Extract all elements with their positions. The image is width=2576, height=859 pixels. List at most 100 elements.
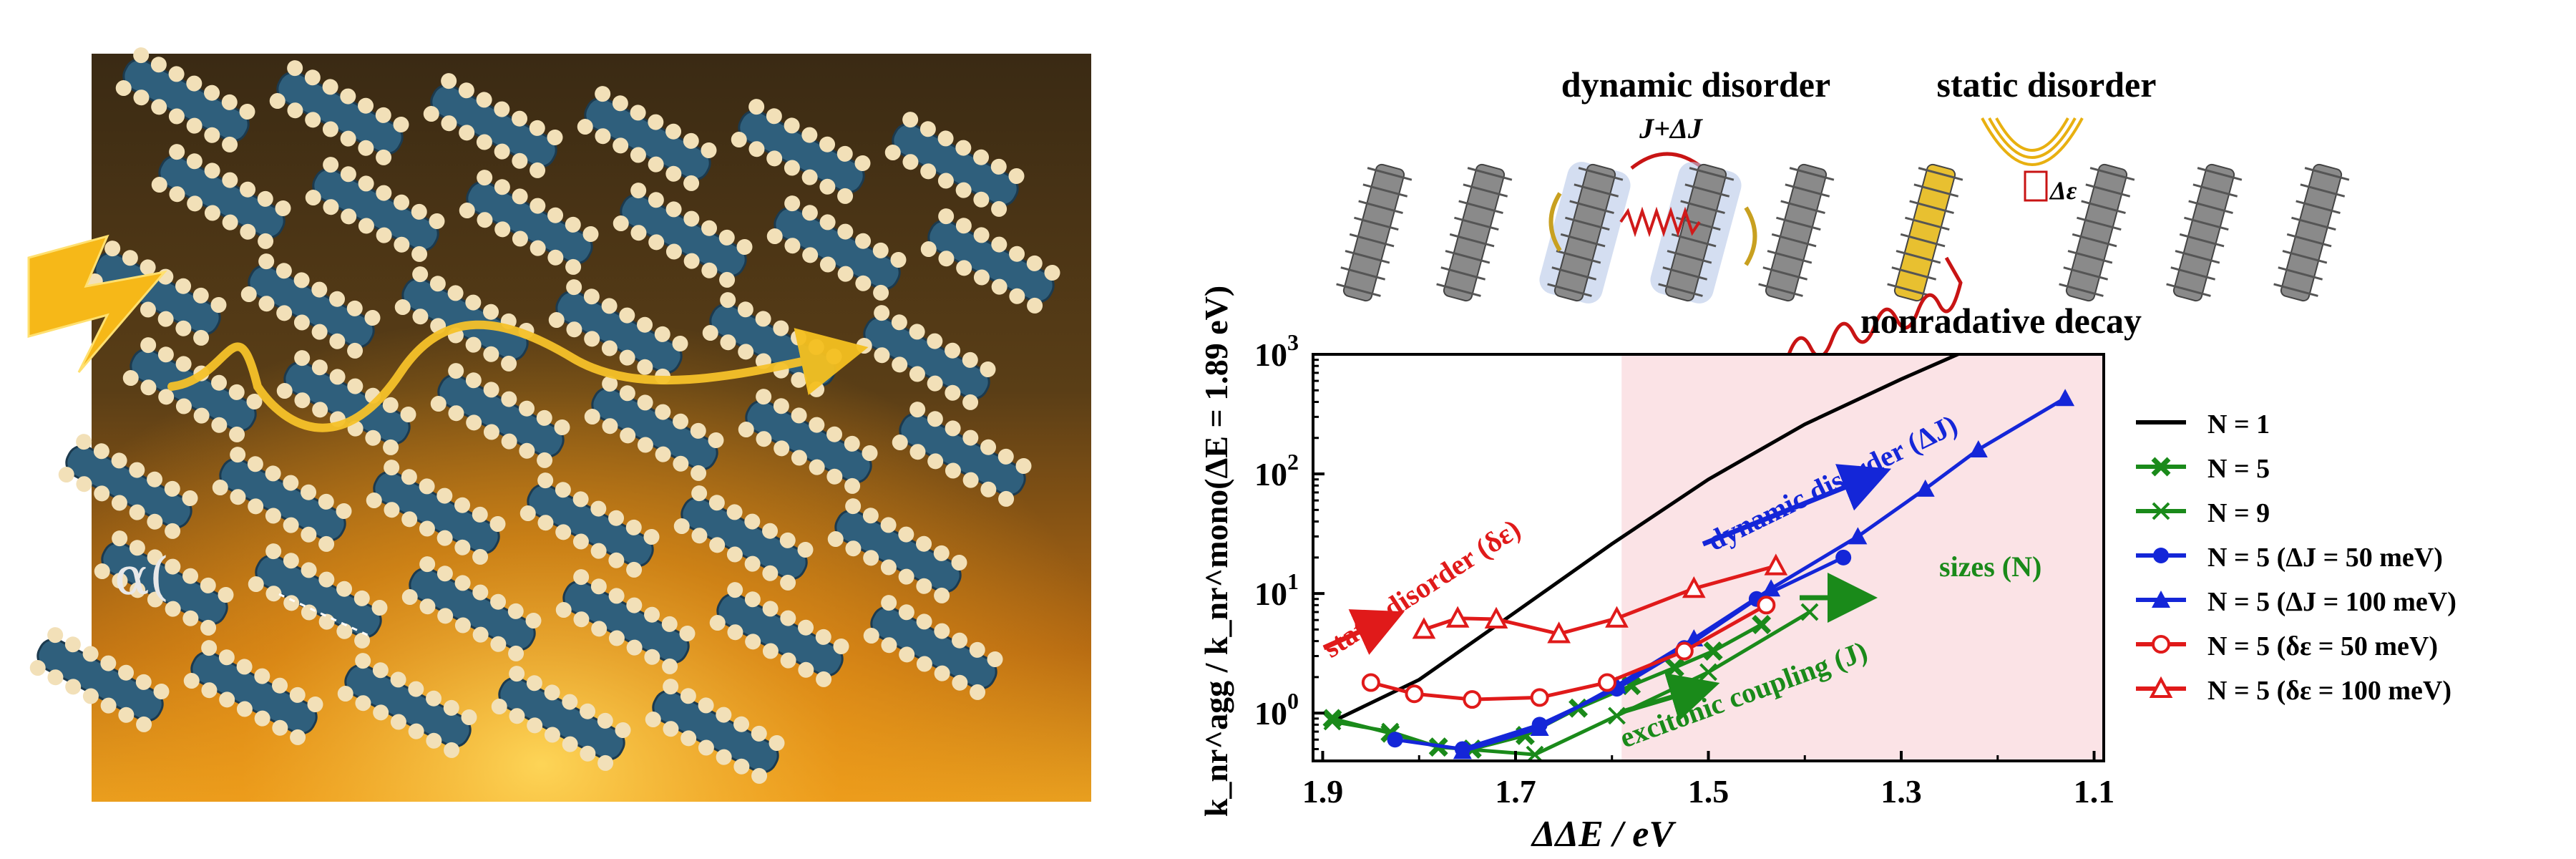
legend-label: N = 5 (δε = 50 meV) — [2207, 631, 2438, 661]
molecule — [673, 485, 814, 591]
data-point — [1361, 673, 1380, 692]
molecule — [58, 434, 198, 539]
molecule — [827, 498, 967, 603]
data-point — [1752, 615, 1772, 634]
energy-transfer-wave — [167, 320, 869, 432]
schematic-molecule — [2273, 163, 2350, 302]
alpha-guide-line — [278, 593, 373, 639]
y-axis-label-text: k_nr^agg / k_nr^mono(ΔE = 1.89 eV) — [1198, 286, 1234, 817]
lightning-bolt-icon — [27, 234, 167, 373]
molecule — [305, 157, 445, 262]
schematic-molecule — [1650, 162, 1742, 304]
molecule — [151, 144, 291, 249]
series-layer — [1322, 354, 2075, 761]
molecule — [459, 170, 599, 275]
legend-label: N = 1 — [2207, 409, 2270, 440]
data-point — [1547, 621, 1571, 644]
legend-label: N = 5 — [2207, 454, 2270, 484]
schematic-molecule — [1336, 163, 1413, 302]
molecule — [94, 530, 234, 636]
y-axis-label: k_nr^agg / k_nr^mono(ΔE = 1.89 eV) — [1198, 286, 1234, 817]
series-0 — [1331, 354, 1963, 724]
y-tick-label: 102 — [1254, 449, 1299, 492]
schematic-molecule — [1539, 162, 1631, 304]
schematic-molecule — [1758, 163, 1835, 302]
data-point — [1835, 549, 1852, 566]
alpha-label: α( — [114, 546, 170, 606]
molecule — [731, 99, 871, 204]
molecule — [892, 402, 1032, 507]
molecule — [183, 640, 323, 745]
molecule — [613, 183, 753, 288]
legend-item: N = 5 (ΔJ = 50 meV) — [2136, 543, 2443, 573]
legend-label: N = 5 (ΔJ = 100 meV) — [2207, 587, 2457, 617]
molecule — [577, 86, 717, 191]
data-point — [1405, 684, 1424, 704]
legend-item: N = 5 (ΔJ = 100 meV) — [2136, 587, 2457, 617]
data-point — [2152, 502, 2170, 520]
delta-eps-box — [2024, 170, 2048, 202]
legend-label: N = 5 (ΔJ = 50 meV) — [2207, 543, 2443, 573]
data-point — [2151, 457, 2171, 477]
molecule — [248, 543, 388, 649]
data-point — [1598, 673, 1617, 692]
y-tick-label: 101 — [1254, 568, 1299, 612]
data-point — [1412, 617, 1436, 639]
x-axis-label-text: ΔE / eV — [1554, 814, 1677, 855]
molecule — [709, 582, 849, 687]
legend-item: N = 1 — [2136, 409, 2270, 440]
legend-item: N = 5 (δε = 100 meV) — [2136, 676, 2451, 706]
annotation-static-arrow — [1322, 609, 1405, 655]
molecule — [884, 112, 1025, 217]
molecule — [491, 666, 631, 771]
delta-eps-label: Δε — [2049, 176, 2077, 205]
y-tick-label: 103 — [1254, 329, 1299, 373]
molecule — [240, 253, 381, 359]
static-disorder-title: static disorder — [1937, 64, 2157, 105]
data-point — [1682, 576, 1706, 598]
legend: N = 1 N = 5 N = 9 N = 5 (ΔJ = 50 meV) N = 5 … — [2136, 409, 2457, 706]
data-point — [1703, 641, 1723, 661]
series-4 — [1453, 389, 2075, 759]
schematic-molecule — [2059, 163, 2135, 302]
legend-label: N = 9 — [2207, 498, 2270, 528]
molecule — [115, 47, 255, 152]
x-tick-label: 1.5 — [1688, 773, 1729, 810]
data-point — [1757, 596, 1776, 615]
data-point — [1674, 641, 1694, 661]
data-point — [1387, 732, 1403, 748]
data-point — [1762, 579, 1781, 597]
nonradiative-decay-label: nonradative decay — [1860, 301, 2142, 341]
data-point — [1323, 712, 1342, 731]
molecule — [584, 376, 724, 481]
molecule — [212, 447, 352, 552]
molecule — [519, 472, 660, 578]
data-point — [1530, 719, 1549, 737]
molecule — [337, 653, 477, 758]
annotation-static: static disorder (δε) — [1317, 513, 1526, 664]
vibration-spring — [1619, 206, 1701, 238]
molecule — [366, 460, 506, 565]
data-point — [1800, 603, 1819, 621]
dynamic-disorder-title: dynamic disorder — [1561, 64, 1830, 105]
molecule — [29, 627, 170, 732]
vibration-arc-left — [1548, 192, 1562, 252]
data-point — [2056, 389, 2075, 407]
vibration-arc-right — [1744, 206, 1757, 266]
molecule — [430, 363, 570, 468]
legend-item: N = 9 — [2136, 498, 2270, 528]
molecule — [394, 266, 535, 372]
chart: 1.9 1.7 1.5 1.3 1.1 100 101 102 103 ΔΔE / eV k_n… — [1198, 286, 2457, 855]
molecule — [269, 60, 409, 165]
molecule — [548, 279, 688, 384]
data-point — [1848, 527, 1868, 545]
aggregate-illustration: α( — [27, 47, 1091, 802]
molecule — [863, 595, 1003, 700]
molecule — [122, 337, 263, 442]
data-point — [1916, 479, 1935, 497]
y-tick-label: 100 — [1254, 688, 1299, 732]
data-point — [1605, 606, 1629, 628]
annotation-static-text: static disorder (δε) — [1317, 513, 1526, 664]
x-axis-label: ΔΔE / eV — [1531, 814, 1677, 855]
